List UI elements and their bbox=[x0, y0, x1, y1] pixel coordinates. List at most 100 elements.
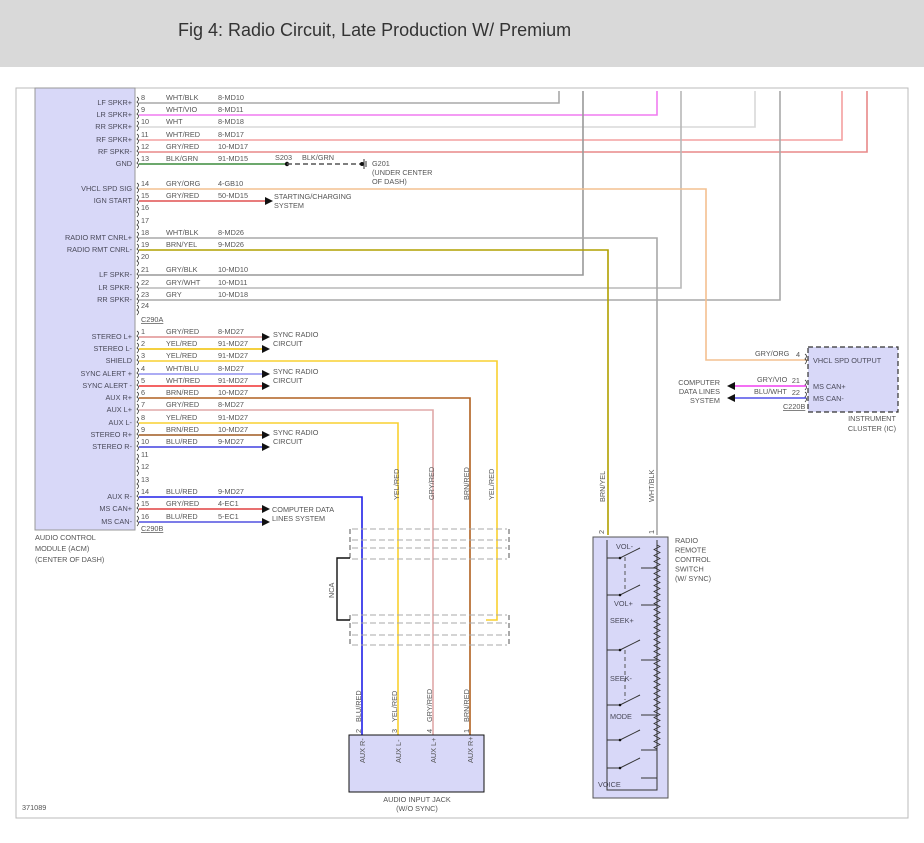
figure-title: Fig 4: Radio Circuit, Late Production W/… bbox=[178, 20, 572, 40]
connector-terminal-icon bbox=[136, 255, 139, 267]
wire-shield bbox=[139, 360, 498, 621]
c290a-pin-circuit: 8-MD11 bbox=[218, 105, 243, 114]
connector-terminal-icon bbox=[136, 379, 139, 391]
dest-computer-data: COMPUTER DATA bbox=[272, 505, 334, 514]
c290a-pin-number: 10 bbox=[141, 117, 149, 126]
ic-pin-signal: MS CAN+ bbox=[813, 382, 846, 391]
connector-terminal-icon bbox=[136, 428, 139, 440]
switch-button-label: SEEK- bbox=[610, 674, 632, 683]
switch-pin-wire: BRN/YEL bbox=[598, 471, 607, 502]
c290b-pin-signal: STEREO R- bbox=[92, 442, 132, 451]
switch-pin-wire: WHT/BLK bbox=[647, 469, 656, 502]
c290b-pin-number: 8 bbox=[141, 413, 145, 422]
arrow-icon bbox=[262, 505, 270, 513]
c290b-pin-signal: MS CAN- bbox=[101, 517, 132, 526]
connector-terminal-icon bbox=[136, 465, 139, 477]
c290b-pin-signal: STEREO L- bbox=[93, 344, 132, 353]
connector-terminal-icon bbox=[136, 182, 139, 194]
ic-pin-signal: VHCL SPD OUTPUT bbox=[813, 356, 882, 365]
jack-caption: (W/O SYNC) bbox=[396, 804, 438, 813]
c290b-pin-circuit: 8-MD27 bbox=[218, 400, 244, 409]
connector-terminal-icon bbox=[136, 367, 139, 379]
arrow-icon bbox=[262, 443, 270, 451]
c290b-pin-wire-color: YEL/RED bbox=[166, 413, 197, 422]
c290b-pin-circuit: 91-MD27 bbox=[218, 413, 248, 422]
header-bar: Fig 4: Radio Circuit, Late Production W/… bbox=[0, 0, 924, 67]
switch-caption: REMOTE bbox=[675, 546, 706, 555]
connector-terminal-icon bbox=[136, 194, 139, 206]
wire-aux-lp bbox=[139, 409, 434, 735]
connector-terminal-icon bbox=[136, 490, 139, 502]
c290a-pin-signal: VHCL SPD SIG bbox=[81, 184, 132, 193]
switch-dot-icon bbox=[618, 593, 622, 597]
c290b-pin-wire-color: YEL/RED bbox=[166, 339, 197, 348]
c290b-pin-number: 7 bbox=[141, 400, 145, 409]
c290a-pin-wire-color: WHT bbox=[166, 117, 183, 126]
c290b-pin-wire-color: GRY/RED bbox=[166, 400, 199, 409]
wire bbox=[139, 91, 584, 276]
connector-terminal-icon bbox=[136, 330, 139, 342]
wire-rmt-plus bbox=[139, 237, 658, 535]
connector-terminal-icon bbox=[136, 281, 139, 293]
dest-starting-charging: SYSTEM bbox=[274, 201, 304, 210]
arrow-icon bbox=[727, 394, 735, 402]
acm-module-box bbox=[34, 87, 136, 531]
wire-aux-rp bbox=[139, 397, 471, 735]
dest-sync-radio: SYNC RADIO bbox=[273, 330, 319, 339]
c290b-pin-number: 14 bbox=[141, 487, 149, 496]
c290b-pin-wire-color: YEL/RED bbox=[166, 351, 197, 360]
ic-pin-wire: BLU/WHT bbox=[754, 387, 787, 396]
c290a-pin-number: 16 bbox=[141, 203, 149, 212]
c290b-pin-signal: AUX R+ bbox=[105, 393, 132, 402]
diagram-frame bbox=[15, 87, 909, 819]
c290b-pin-signal: SYNC ALERT - bbox=[82, 381, 132, 390]
connector-terminal-icon bbox=[136, 478, 139, 490]
c290a-pin-wire-color: GRY/BLK bbox=[166, 265, 198, 274]
arrow-icon bbox=[727, 382, 735, 390]
c290b-pin-circuit: 9-MD27 bbox=[218, 487, 244, 496]
wire bbox=[139, 91, 658, 116]
connector-terminal-icon bbox=[136, 145, 139, 157]
arrow-icon bbox=[265, 197, 273, 205]
c290b-pin-circuit: 8-MD27 bbox=[218, 364, 244, 373]
switch-dot-icon bbox=[618, 556, 622, 560]
jack-pin-signal: AUX L+ bbox=[429, 738, 438, 763]
c290b-pin-circuit: 5-EC1 bbox=[218, 512, 239, 521]
c290a-pin-number: 20 bbox=[141, 252, 149, 261]
arrow-icon bbox=[262, 345, 270, 353]
shield-drain bbox=[336, 557, 350, 621]
connector-terminal-icon bbox=[136, 268, 139, 280]
c290b-pin-number: 1 bbox=[141, 327, 145, 336]
c290a-pin-signal: IGN START bbox=[94, 196, 133, 205]
connector-terminal-icon bbox=[136, 453, 139, 465]
instrument-cluster-box bbox=[807, 346, 899, 413]
c290b-pin-signal: STEREO L+ bbox=[92, 332, 132, 341]
switch-pin-number: 2 bbox=[597, 530, 606, 534]
c290b-pin-number: 10 bbox=[141, 437, 149, 446]
c290a-pin-signal: RADIO RMT CNRL- bbox=[67, 245, 133, 254]
c290a-pin-number: 11 bbox=[141, 130, 149, 139]
c290b-pin-number: 11 bbox=[141, 450, 149, 459]
c290a-pin-wire-color: BRN/YEL bbox=[166, 240, 197, 249]
c290a-pin-wire-color: GRY/WHT bbox=[166, 278, 201, 287]
connector-terminal-icon bbox=[804, 353, 807, 365]
c290a-pin-number: 19 bbox=[141, 240, 149, 249]
c290b-pin-circuit: 10-MD27 bbox=[218, 388, 248, 397]
dest-sync-radio: CIRCUIT bbox=[273, 376, 303, 385]
wire-vss bbox=[139, 188, 808, 361]
dest-computer-data: LINES SYSTEM bbox=[272, 514, 325, 523]
c290a-pin-number: 13 bbox=[141, 154, 149, 163]
jack-pin-number: 4 bbox=[425, 729, 434, 733]
c290a-pin-number: 21 bbox=[141, 265, 149, 274]
connector-terminal-icon bbox=[136, 342, 139, 354]
c290a-pin-circuit: 91-MD15 bbox=[218, 154, 248, 163]
switch-dot-icon bbox=[618, 648, 622, 652]
c290a-pin-wire-color: GRY/RED bbox=[166, 191, 199, 200]
audio-input-jack-box bbox=[348, 734, 485, 793]
connector-terminal-icon bbox=[136, 416, 139, 428]
c290a-pin-circuit: 10-MD10 bbox=[218, 265, 248, 274]
c290b-pin-wire-color: WHT/BLU bbox=[166, 364, 199, 373]
wire bbox=[139, 91, 560, 104]
connector-terminal-icon bbox=[136, 120, 139, 132]
